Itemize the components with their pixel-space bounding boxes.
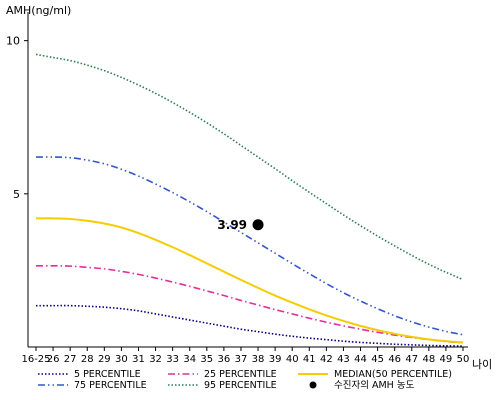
legend-item: 25 PERCENTILE [168, 369, 277, 380]
series-layer [35, 53, 464, 347]
series-line-25-percentile [35, 264, 464, 344]
patient-amh-value-label: 3.99 [217, 218, 247, 232]
x-tick-label: 48 [422, 354, 435, 365]
x-tick-label: 36 [218, 354, 231, 365]
x-tick-label: 33 [166, 354, 179, 365]
x-tick-label: 16-25 [21, 354, 50, 365]
legend-label: 75 PERCENTILE [74, 380, 147, 391]
x-tick-label: 42 [320, 354, 333, 365]
series-line-median-50-percentile [35, 217, 464, 344]
patient-amh-point [252, 219, 264, 231]
x-tick-label: 38 [252, 354, 265, 365]
legend-label: 수진자의 AMH 농도 [334, 380, 415, 391]
x-tick-label: 49 [440, 354, 453, 365]
series-line-95-percentile [35, 53, 464, 281]
legend-label: 25 PERCENTILE [204, 369, 277, 380]
series-line-75-percentile [35, 156, 464, 336]
x-tick-label: 47 [405, 354, 418, 365]
y-tick-label: 10 [6, 35, 20, 48]
x-tick-label: 43 [337, 354, 350, 365]
x-tick-label: 50 [457, 354, 470, 365]
legend: 5 PERCENTILE 25 PERCENTILE MEDIAN(50 PERCE… [38, 369, 452, 391]
y-ticks: 5 10 [6, 35, 28, 201]
legend-label: 5 PERCENTILE [74, 369, 141, 380]
legend-item: 수진자의 AMH 농도 [309, 380, 415, 391]
x-tick-label: 30 [115, 354, 128, 365]
x-tick-label: 34 [183, 354, 196, 365]
x-tick-label: 32 [149, 354, 162, 365]
legend-item: MEDIAN(50 PERCENTILE) [298, 369, 452, 380]
legend-item: 75 PERCENTILE [38, 380, 147, 391]
legend-label: MEDIAN(50 PERCENTILE) [334, 369, 452, 380]
x-tick-label: 46 [388, 354, 401, 365]
y-axis-title: AMH(ng/ml) [6, 4, 71, 17]
x-tick-label: 28 [81, 354, 94, 365]
x-tick-label: 44 [354, 354, 367, 365]
x-tick-label: 45 [371, 354, 384, 365]
x-tick-label: 31 [132, 354, 145, 365]
legend-item: 5 PERCENTILE [38, 369, 141, 380]
series-line-5-percentile [36, 304, 464, 347]
legend-label: 95 PERCENTILE [204, 380, 277, 391]
x-tick-label: 39 [269, 354, 282, 365]
x-tick-label: 40 [286, 354, 299, 365]
point-layer: 3.99 [217, 218, 264, 232]
y-tick-label: 5 [13, 188, 20, 201]
x-tick-label: 37 [235, 354, 248, 365]
x-axis-title: 나이 [472, 358, 492, 371]
x-tick-label: 41 [303, 354, 316, 365]
x-tick-label: 26 [47, 354, 60, 365]
x-tick-label: 35 [200, 354, 213, 365]
legend-item: 95 PERCENTILE [168, 380, 277, 391]
legend-swatch-point [309, 381, 317, 389]
x-tick-label: 27 [64, 354, 77, 365]
x-tick-label: 29 [98, 354, 111, 365]
